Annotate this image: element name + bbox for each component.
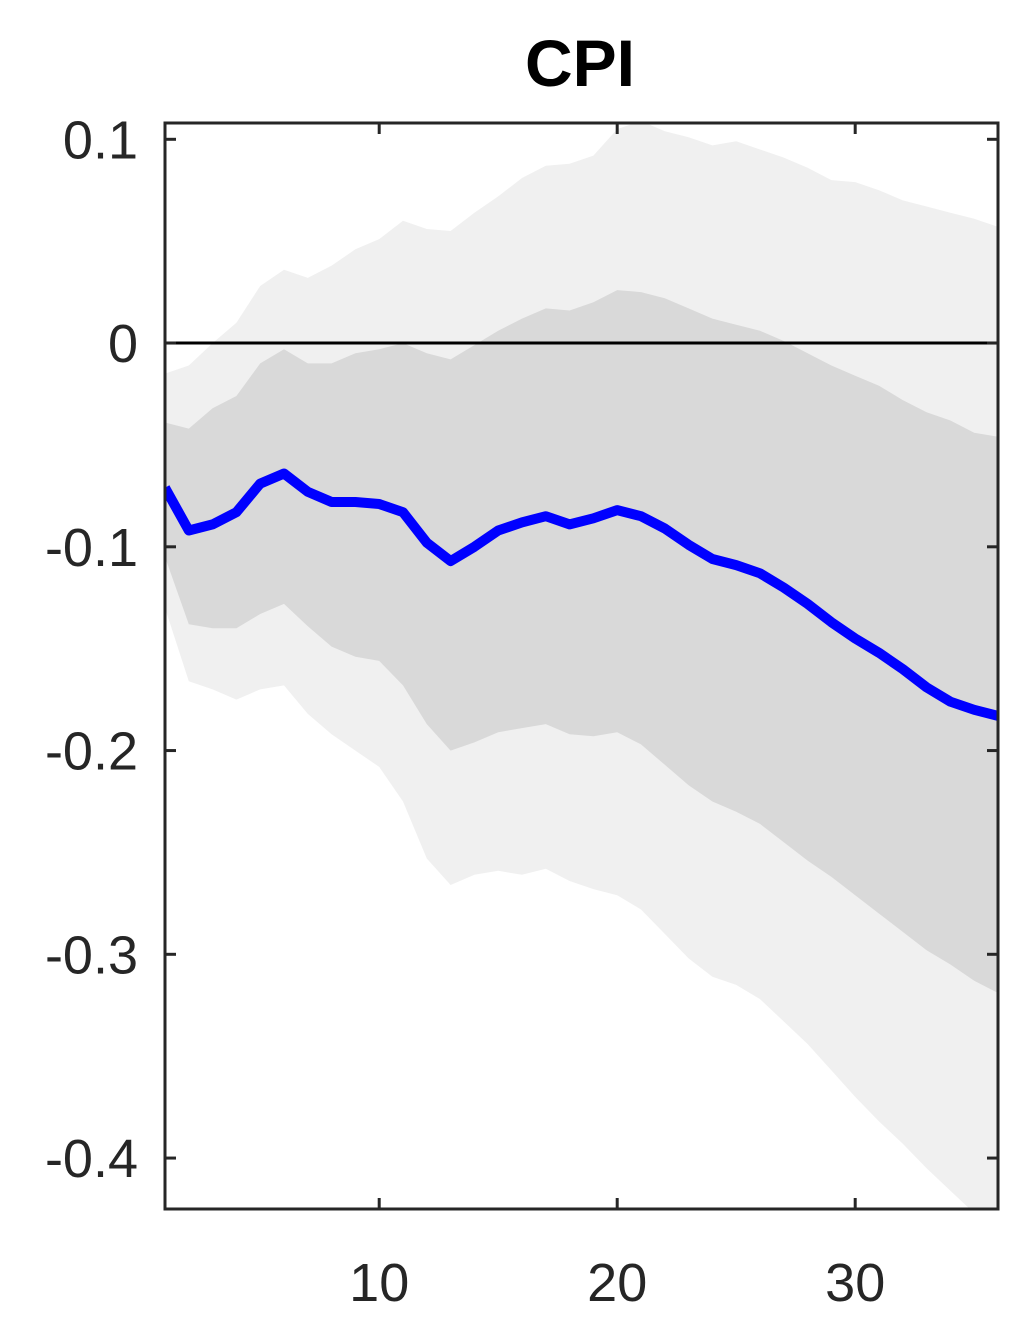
y-tick-label: 0 [108, 314, 138, 374]
y-tick-label: -0.4 [45, 1129, 138, 1189]
x-tick-label: 20 [587, 1253, 647, 1313]
plot-area [165, 123, 998, 1209]
x-tick-label: 10 [349, 1253, 409, 1313]
y-tick-label: -0.3 [45, 925, 138, 985]
series-line-0 [165, 468, 998, 721]
y-tick-label: -0.2 [45, 722, 138, 782]
x-tick-label: 30 [825, 1253, 885, 1313]
y-tick-label: 0.1 [63, 110, 138, 170]
inner-confidence-band [165, 290, 998, 994]
axes-box [163, 121, 1000, 1211]
axes: 0.1 0 -0.1 -0.2 -0.3 -0.4 10 20 30 [45, 110, 1000, 1313]
chart-title: CPI [525, 26, 635, 100]
y-tick-label: -0.1 [45, 518, 138, 578]
